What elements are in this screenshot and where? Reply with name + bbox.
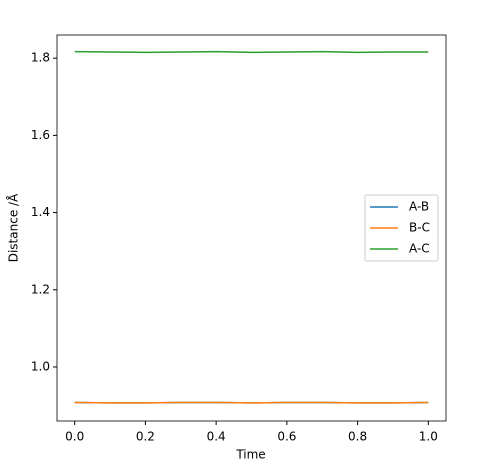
x-tick-label: 0.0 <box>65 430 84 444</box>
legend-label: B-C <box>409 221 430 235</box>
line-series <box>74 50 429 54</box>
y-tick-label: 1.6 <box>31 128 50 142</box>
y-tick-label: 1.4 <box>31 205 50 219</box>
legend-box <box>364 194 439 262</box>
x-tick-label: 0.2 <box>136 430 155 444</box>
x-axis-label: Time <box>235 448 265 462</box>
y-tick-label: 1.8 <box>31 51 50 65</box>
legend-label: A-B <box>409 200 429 214</box>
plot-frame <box>56 34 447 422</box>
y-tick-label: 1.2 <box>31 282 50 296</box>
legend-label: A-C <box>409 242 430 256</box>
x-tick-label: 1.0 <box>419 430 438 444</box>
x-tick-label: 0.4 <box>207 430 226 444</box>
y-axis-label: Distance /Å <box>6 193 21 262</box>
y-tick-label: 1.0 <box>31 359 50 373</box>
x-tick-label: 0.8 <box>348 430 367 444</box>
x-tick-label: 0.6 <box>277 430 296 444</box>
